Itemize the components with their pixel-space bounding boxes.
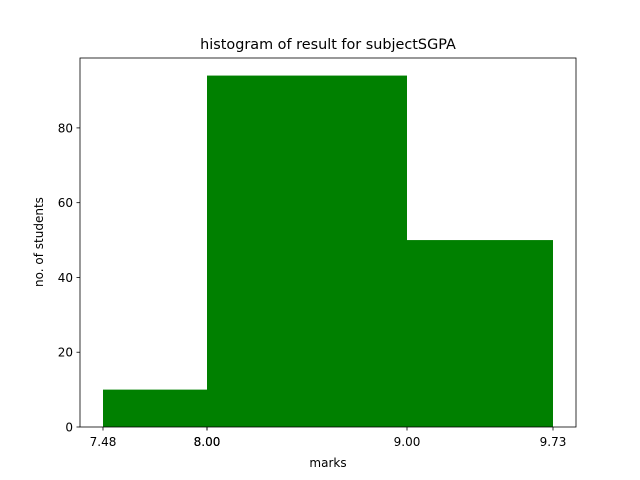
bar	[207, 75, 407, 428]
y-axis-label: no. of students	[32, 197, 46, 287]
chart-title: histogram of result for subjectSGPA	[200, 37, 456, 53]
x-axis-label: marks	[309, 456, 346, 470]
x-tick-label: 9.73	[540, 435, 567, 449]
bar	[407, 240, 553, 427]
plot-frame	[79, 57, 577, 428]
y-tick-label: 40	[58, 271, 73, 285]
x-tick-label: 8.00	[194, 435, 221, 449]
y-tick-label: 60	[58, 196, 73, 210]
y-tick-label: 20	[58, 346, 73, 360]
x-tick-label: 8.00	[194, 435, 221, 449]
bar	[103, 389, 207, 427]
y-tick-label: 0	[65, 421, 73, 435]
x-tick-label: 9.00	[394, 435, 421, 449]
y-tick-label: 80	[58, 121, 73, 135]
x-tick-label: 7.48	[90, 435, 117, 449]
